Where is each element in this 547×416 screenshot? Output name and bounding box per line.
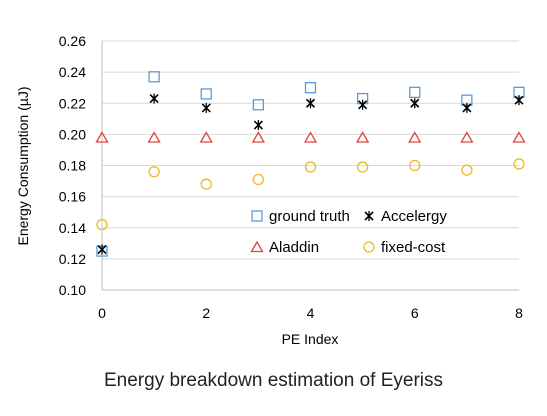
y-tick-label-0.24: 0.24 xyxy=(59,64,86,80)
legend-marker-fixed-cost xyxy=(363,241,375,253)
fixed-cost-point-4-shape xyxy=(304,161,317,173)
fixed-cost-point-7 xyxy=(461,164,473,176)
fixed-cost-point-8 xyxy=(513,158,525,170)
accelergy-point-8 xyxy=(514,95,524,106)
aladdin-point-0 xyxy=(95,131,109,143)
aladdin-point-6-shape xyxy=(408,131,422,143)
fixed-cost-point-4 xyxy=(304,161,317,173)
fixed-cost-point-7-shape xyxy=(461,164,473,176)
tick-labels: 0.10 0.12 0.14 0.16 0.18 0.20 0.22 0.24 0.26 0 2 4 6… xyxy=(59,33,523,321)
fixed-cost-point-6-shape xyxy=(409,159,421,172)
ground-truth-point-3 xyxy=(252,99,265,111)
gridlines xyxy=(102,40,519,260)
legend-marker-aladdin xyxy=(250,240,264,253)
aladdin-point-5 xyxy=(355,131,370,143)
x-axis-title: PE Index xyxy=(282,331,339,347)
y-tick-label-0.10: 0.10 xyxy=(59,282,86,298)
aladdin-point-6 xyxy=(408,131,422,143)
x-tick-label-0: 0 xyxy=(98,305,106,321)
aladdin-point-2 xyxy=(199,131,213,143)
accelergy-point-5 xyxy=(358,99,368,110)
fixed-cost-point-2 xyxy=(200,178,212,190)
figure-caption: Energy breakdown estimation of Eyeriss xyxy=(104,370,443,391)
aladdin-point-3-shape xyxy=(251,131,266,143)
aladdin-point-3 xyxy=(251,131,266,143)
aladdin-point-0-shape xyxy=(95,131,109,143)
legend-marker-aladdin-shape xyxy=(250,240,264,253)
y-tick-label-0.22: 0.22 xyxy=(59,95,86,111)
accelergy-point-4 xyxy=(305,98,316,109)
legend-label-fixed-cost: fixed-cost xyxy=(381,239,446,256)
aladdin-point-8 xyxy=(512,131,526,143)
aladdin-point-1-shape xyxy=(147,131,161,143)
legend-label-accelergy: Accelergy xyxy=(381,208,447,225)
accelergy-point-6 xyxy=(410,98,420,109)
aladdin-point-7-shape xyxy=(460,131,474,143)
fixed-cost-point-6 xyxy=(409,159,421,172)
x-tick-label-8: 8 xyxy=(515,305,523,321)
accelergy-point-2 xyxy=(201,102,211,113)
ground-truth-point-4-shape xyxy=(304,82,317,94)
ground-truth-point-6 xyxy=(409,86,421,99)
fixed-cost-point-1-shape xyxy=(148,166,160,178)
aladdin-point-7 xyxy=(460,131,474,143)
data-markers xyxy=(95,71,526,257)
x-tick-label-2: 2 xyxy=(202,305,210,321)
accelergy-point-7 xyxy=(462,102,472,113)
ground-truth-point-4 xyxy=(304,82,317,94)
x-tick-label-4: 4 xyxy=(307,305,315,321)
fixed-cost-point-1 xyxy=(148,166,160,178)
ground-truth-point-1-shape xyxy=(148,71,160,83)
aladdin-point-4 xyxy=(303,131,318,143)
aladdin-point-1 xyxy=(147,131,161,143)
aladdin-point-4-shape xyxy=(303,131,318,143)
fixed-cost-point-5-shape xyxy=(356,161,369,173)
ground-truth-point-1 xyxy=(148,71,160,83)
accelergy-point-1 xyxy=(149,93,159,104)
fixed-cost-point-3 xyxy=(252,173,265,186)
ground-truth-point-2 xyxy=(200,88,212,100)
legend-marker-fixed-cost-shape xyxy=(363,241,375,253)
fixed-cost-point-8-shape xyxy=(513,158,525,170)
y-tick-label-0.16: 0.16 xyxy=(59,189,86,205)
y-tick-label-0.12: 0.12 xyxy=(59,251,86,267)
y-tick-label-0.18: 0.18 xyxy=(59,158,86,174)
fixed-cost-point-2-shape xyxy=(200,178,212,190)
legend-label-aladdin: Aladdin xyxy=(269,239,319,256)
legend-marker-accelergy xyxy=(364,211,374,221)
aladdin-point-5-shape xyxy=(355,131,370,143)
legend-marker-ground-truth-shape xyxy=(251,210,263,222)
x-tick-label-6: 6 xyxy=(411,305,419,321)
legend-marker-ground-truth xyxy=(251,210,263,222)
y-axis-title: Energy Consumption (µJ) xyxy=(15,86,31,245)
ground-truth-point-6-shape xyxy=(409,86,421,99)
legend-label-ground-truth: ground truth xyxy=(269,208,350,225)
ground-truth-point-2-shape xyxy=(200,88,212,100)
fixed-cost-point-5 xyxy=(356,161,369,173)
ground-truth-point-3-shape xyxy=(252,99,265,111)
y-tick-label-0.26: 0.26 xyxy=(59,33,86,49)
aladdin-point-8-shape xyxy=(512,131,526,143)
aladdin-point-2-shape xyxy=(199,131,213,143)
y-tick-label-0.14: 0.14 xyxy=(59,220,86,236)
y-tick-label-0.20: 0.20 xyxy=(59,126,86,142)
fixed-cost-point-0 xyxy=(96,218,108,231)
legend: ground truth Accelergy Aladdin fixed-cost xyxy=(250,208,447,256)
fixed-cost-point-3-shape xyxy=(252,173,265,186)
fixed-cost-point-0-shape xyxy=(96,218,108,231)
accelergy-point-3 xyxy=(253,120,263,131)
accelergy-point-0 xyxy=(97,244,107,255)
